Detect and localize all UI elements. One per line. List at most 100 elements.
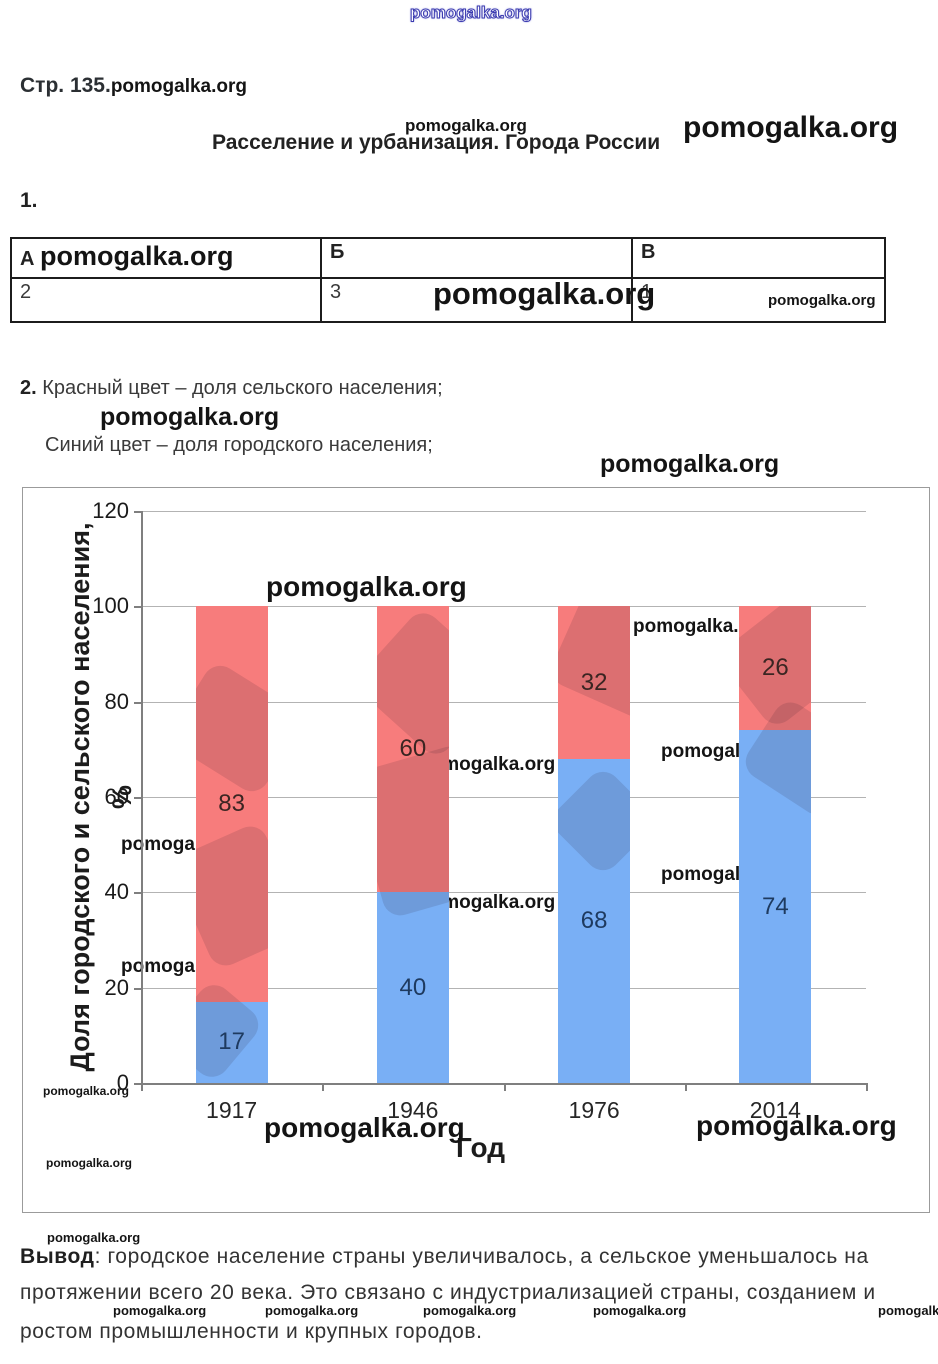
x-category-label-2014: 2014: [749, 1097, 801, 1123]
table-value-b: 3: [330, 281, 342, 303]
watermark-smudge-1917-1: [195, 821, 268, 972]
watermark-chart-11: pomogalka.org: [696, 1110, 897, 1141]
y-tick-label-20: 20: [104, 974, 129, 1000]
y-tick-80: [134, 701, 141, 704]
watermark-chart-12: pomogalka.org: [46, 1156, 133, 1170]
y-tick-40: [134, 892, 141, 895]
page-label-row: Стр. 135.pomogalka.org: [20, 74, 247, 98]
watermark-chart-7: pomogalka.org: [419, 892, 556, 913]
y-tick-label-40: 40: [104, 879, 129, 905]
bar-segment-rural-1917: [195, 606, 268, 1002]
table-value-cell-v: 1: [631, 277, 886, 323]
watermark-item2-a: pomogalka.org: [100, 403, 280, 431]
gridline-120: [141, 511, 866, 512]
x-tick-0: [141, 1083, 143, 1091]
watermark-page-label: pomogalka.org: [110, 76, 248, 97]
table-header-cell-b: Б: [320, 237, 633, 279]
page-label: Стр. 135.: [20, 74, 111, 97]
bar-segment-urban-1946: [376, 892, 449, 1083]
x-category-label-1917: 1917: [206, 1097, 258, 1123]
table-value-row: 2 3 1: [10, 277, 886, 323]
watermark-title-right: pomogalka.org: [683, 111, 899, 144]
data-label-urban-1946: 40: [399, 973, 427, 1001]
gridline-60: [141, 797, 866, 798]
watermark-chart-1: pomogalka.org: [266, 571, 467, 602]
watermark-conclusion-top: pomogalka.org: [47, 1230, 141, 1245]
y-tick-label-80: 80: [104, 688, 129, 714]
table-header-b: Б: [330, 241, 345, 263]
watermark-chart-9: pomogalka.org: [43, 1084, 130, 1098]
watermark-above-title: pomogalka.org: [405, 116, 527, 135]
watermark-chart-4: pomogalka.org: [419, 754, 556, 775]
bar-column-2014: [739, 606, 812, 1083]
x-category-label-1976: 1976: [568, 1097, 620, 1123]
table-value-cell-b: 3: [320, 277, 633, 323]
table-value-v: 1: [641, 281, 653, 303]
watermark-table-header: pomogalka.org: [40, 241, 234, 271]
bar-column-1917: [195, 606, 268, 1083]
data-label-rural-2014: 26: [762, 654, 789, 682]
conclusion-line-3: ростом промышленности и крупных городов.: [20, 1320, 483, 1343]
item2-blue-text: Синий цвет – доля городского населения;: [45, 434, 433, 456]
stacked-bar-chart: Доля городского и сельского населения, %…: [22, 487, 930, 1213]
conclusion-line-1-rest: : городское население страны увеличивало…: [94, 1245, 869, 1268]
bar-segment-urban-2014: [739, 730, 812, 1083]
item2-line-red: 2. Красный цвет – доля сельского населен…: [20, 377, 443, 400]
y-tick-20: [134, 987, 141, 990]
table-header-cell-a: А pomogalka.org: [10, 237, 322, 279]
x-category-label-1946: 1946: [387, 1097, 439, 1123]
conclusion-line-2: протяжении всего 20 века. Это связано с …: [20, 1281, 876, 1304]
watermark-chart-10: pomogalka.org: [264, 1112, 465, 1143]
watermark-item2-b: pomogalka.org: [600, 450, 780, 478]
gridline-20: [141, 987, 866, 989]
x-tick-2: [503, 1083, 506, 1091]
watermark-table-small: pomogalka.org: [768, 292, 876, 309]
x-axis-title: Год: [456, 1132, 505, 1163]
bar-segment-urban-1976: [558, 758, 631, 1083]
y-tick-100: [134, 606, 141, 609]
table-header-a: А: [20, 248, 35, 270]
watermark-bottom-1: pomogalka.org: [113, 1303, 207, 1318]
y-tick-0: [134, 1083, 141, 1085]
page-title: Расселение и урбанизация. Города России: [212, 131, 661, 154]
watermark-bottom-2: pomogalka.org: [265, 1303, 359, 1318]
watermark-smudge-1946-1: [376, 742, 449, 920]
conclusion-prefix: Вывод: [20, 1245, 95, 1268]
y-tick-label-60: 60: [104, 784, 129, 809]
watermark-bottom-4: pomogalka.org: [593, 1303, 687, 1318]
table-value-cell-a: 2: [10, 277, 322, 323]
item2-red-text: Красный цвет – доля сельского населения;: [42, 377, 443, 399]
item2-label: 2.: [20, 377, 37, 399]
data-label-urban-1917: 17: [218, 1028, 245, 1056]
bar-segment-rural-1946: [376, 606, 449, 893]
data-label-urban-2014: 74: [762, 892, 789, 920]
data-label-rural-1946: 60: [399, 735, 427, 763]
y-tick-60: [134, 797, 141, 799]
y-tick-120: [134, 511, 141, 513]
bar-column-1976: [558, 606, 631, 1083]
item1-label: 1.: [20, 189, 38, 212]
data-label-rural-1917: 83: [218, 790, 245, 818]
table-header-row: А pomogalka.org Б В: [10, 237, 886, 279]
gridline-100: [141, 606, 866, 608]
table-value-a: 2: [20, 281, 32, 303]
data-label-urban-1976: 68: [580, 906, 608, 934]
gridline-80: [141, 701, 866, 703]
gridline-40: [141, 892, 866, 894]
watermark-table-large: pomogalka.org: [433, 276, 656, 311]
y-tick-label-120: 120: [92, 498, 129, 523]
bar-segment-urban-1917: [195, 1001, 268, 1083]
table-header-cell-v: В: [631, 237, 886, 279]
x-tick-4: [866, 1083, 868, 1091]
watermark-top: pomogalka.org: [410, 3, 533, 23]
y-tick-label-0: 0: [116, 1070, 129, 1095]
watermark-bottom-5: pomogalka.org: [878, 1303, 938, 1318]
bar-segment-rural-1976: [558, 606, 631, 759]
watermark-bottom-3: pomogalka.org: [423, 1303, 517, 1318]
data-label-rural-1976: 32: [580, 668, 608, 696]
table-header-v: В: [641, 241, 656, 263]
y-axis-line: [141, 511, 143, 1083]
answers-table: А pomogalka.org Б В 2 3 1: [10, 237, 886, 323]
bar-column-1946: [376, 606, 449, 1083]
